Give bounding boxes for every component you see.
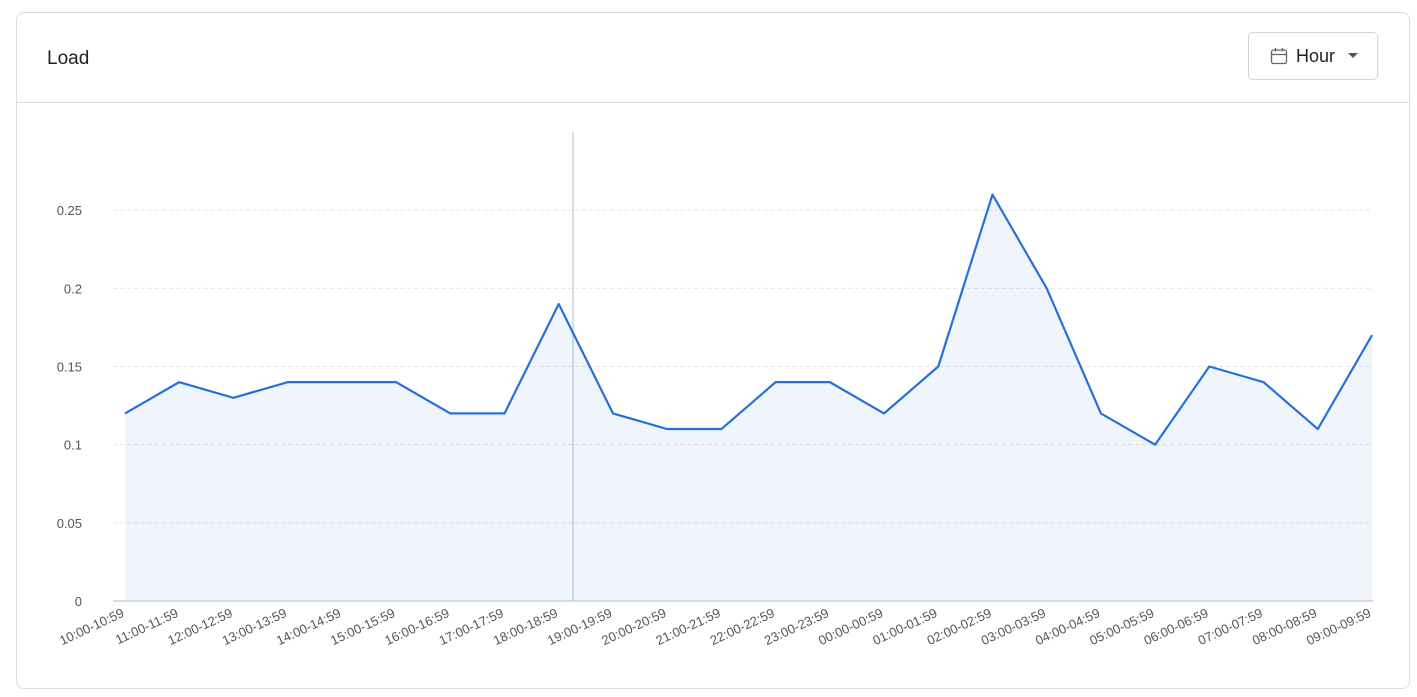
y-tick-label: 0.1	[64, 438, 82, 453]
card-header: Load Hour	[17, 13, 1409, 103]
y-tick-label: 0.05	[57, 516, 82, 531]
range-button[interactable]: Hour	[1248, 32, 1378, 80]
y-tick-label: 0.25	[57, 203, 82, 218]
card: Load Hour	[16, 12, 1410, 689]
line	[124, 193, 1373, 446]
y-tick-label: 0	[75, 594, 82, 609]
area	[125, 194, 1372, 602]
range-label: Hour	[1296, 45, 1336, 66]
caret	[1348, 53, 1359, 58]
card-title: Load	[47, 48, 90, 69]
y-tick-label: 0.15	[57, 360, 82, 375]
y-tick-label: 0.2	[64, 281, 82, 296]
calendar-icon	[1270, 48, 1288, 65]
